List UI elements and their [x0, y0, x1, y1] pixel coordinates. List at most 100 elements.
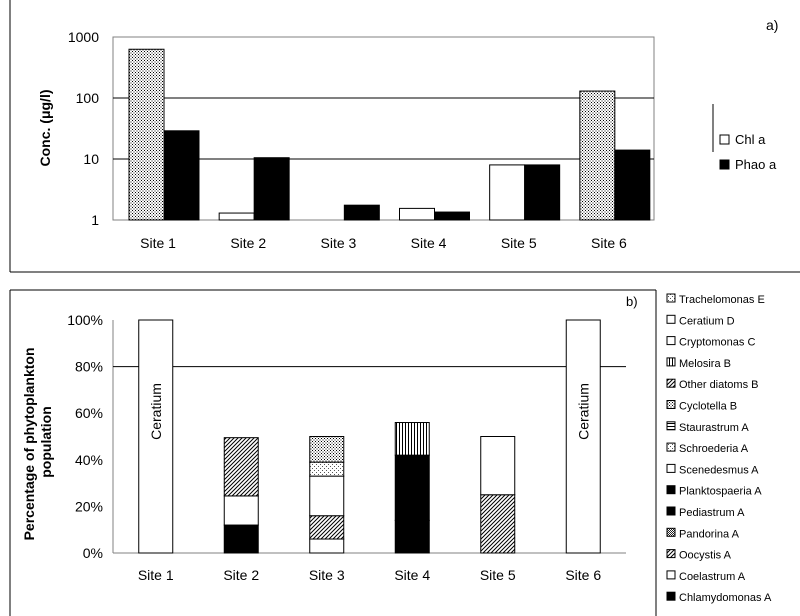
legend-label-cryptomonas-c: Cryptomonas C	[679, 337, 755, 349]
panel-b-label: b)	[626, 294, 638, 309]
panel-b-x-ticks: Site 1 Site 2 Site 3 Site 4 Site 5 Site 6	[138, 567, 602, 583]
legend-swatch-phao-a	[719, 159, 730, 170]
segment-scenedesmus-a-site-3	[309, 475, 345, 517]
legend-swatch-staurastrum-a	[666, 421, 676, 431]
segment-oocystis-a-site-3	[309, 515, 345, 540]
panel-b-y-tick-label: 100%	[67, 312, 103, 328]
panel-a-x-tick-label: Site 4	[411, 235, 447, 251]
panel-a-legend: Chl a Phao a	[712, 104, 777, 172]
panel-a-plot-area	[112, 36, 655, 221]
panel-b-y-ticks: 0% 20% 40% 60% 80% 100%	[67, 312, 103, 561]
panel-b-x-tick-label: Site 3	[309, 567, 345, 583]
bar-label-site-6: Ceratium	[575, 383, 591, 440]
bar-phao-a-site-1	[163, 130, 200, 221]
panel-a-y-axis-label: Conc. (μg/l)	[37, 90, 53, 167]
legend-swatch-schroederia-a	[666, 442, 676, 452]
panel-b-y-tick-label: 60%	[75, 405, 103, 421]
bar-chl-a-site-4	[399, 207, 435, 221]
legend-label-scenedesmus-a: Scenedesmus A	[679, 464, 759, 476]
bar-chl-a-site-6	[579, 90, 616, 221]
panel-a-x-ticks: Site 1 Site 2 Site 3 Site 4 Site 5 Site 6	[140, 235, 627, 251]
legend-swatch-planktospaeria-a	[666, 485, 676, 495]
bar-label-site-1: Ceratium	[148, 383, 164, 440]
panel-b-y-tick-label: 40%	[75, 452, 103, 468]
bar-phao-a-site-2	[253, 157, 290, 221]
legend-swatch-chlamydomonas-a	[666, 591, 676, 601]
legend-label-other-diatoms-b: Other diatoms B	[679, 379, 758, 391]
legend-label-oocystis-a: Oocystis A	[679, 550, 732, 562]
panel-a-x-tick-label: Site 3	[321, 235, 357, 251]
segment-chlamydomonas-a-site-2	[223, 524, 259, 554]
panel-a-x-tick-label: Site 6	[591, 235, 627, 251]
panel-b-bars: Ceratium Ceratium	[138, 319, 601, 554]
legend-swatch-scenedesmus-a	[666, 463, 676, 473]
panel-a-y-tick-label: 1000	[68, 29, 99, 45]
legend-label-cyclotella-b: Cyclotella B	[679, 401, 737, 413]
panel-a-x-tick-label: Site 1	[140, 235, 176, 251]
segment-scenedesmus-a-site-5	[480, 436, 516, 496]
bar-chl-a-site-2	[218, 212, 255, 221]
panel-a-x-tick-label: Site 2	[230, 235, 266, 251]
panel-b-y-axis-label: Percentage of phytoplankton population	[21, 344, 54, 541]
panel-b-y-axis-label-line1: Percentage of phytoplankton	[21, 347, 37, 540]
bar-chl-a-site-5	[489, 164, 526, 221]
segment-melosira-b-site-4	[394, 422, 430, 456]
panel-b: b) Percentage of phytoplankton populatio…	[9, 289, 772, 616]
legend-label-planktospaeria-a: Planktospaeria A	[679, 486, 762, 498]
legend-swatch-chl-a	[719, 134, 730, 145]
legend-label-schroederia-a: Schroederia A	[679, 443, 749, 455]
legend-swatch-pediastrum-a	[666, 506, 676, 516]
panel-a-y-tick-label: 100	[76, 90, 100, 106]
bar-phao-a-site-3	[343, 204, 380, 221]
panel-b-x-tick-label: Site 4	[394, 567, 430, 583]
legend-label-pediastrum-a: Pediastrum A	[679, 507, 745, 519]
legend-label-coelastrum-a: Coelastrum A	[679, 571, 746, 583]
panel-b-y-tick-label: 80%	[75, 359, 103, 375]
legend-label-staurastrum-a: Staurastrum A	[679, 422, 749, 434]
legend-label-melosira-b: Melosira B	[679, 358, 731, 370]
segment-chlamydomonas-a-site-4	[394, 519, 430, 554]
legend-swatch-coelastrum-a	[666, 570, 676, 580]
panel-a-gridlines	[113, 97, 654, 160]
legend-swatch-oocystis-a	[666, 549, 676, 559]
bar-phao-a-site-6	[614, 149, 651, 221]
segment-planktospaeria-a-site-4	[394, 454, 430, 521]
legend-label-chl-a: Chl a	[735, 132, 766, 147]
segment-ceratium-d-site-1	[138, 319, 174, 554]
segment-schroederia-a-site-3	[309, 461, 345, 477]
panel-b-x-tick-label: Site 1	[138, 567, 174, 583]
legend-label-phao-a: Phao a	[735, 157, 777, 172]
panel-b-y-tick-label: 20%	[75, 498, 103, 514]
segment-coelastrum-a-site-3	[309, 538, 345, 554]
legend-swatch-trachelomonas-e	[666, 293, 676, 303]
legend-swatch-pandorina-a	[666, 527, 676, 537]
panel-b-x-tick-label: Site 6	[565, 567, 601, 583]
bar-phao-a-site-4	[434, 211, 470, 221]
bar-chl-a-site-1	[128, 48, 165, 221]
legend-label-trachelomonas-e: Trachelomonas E	[679, 294, 765, 306]
legend-swatch-melosira-b	[666, 357, 676, 367]
panel-b-x-tick-label: Site 2	[223, 567, 259, 583]
panel-a-y-ticks: 1 10 100 1000	[68, 29, 99, 228]
legend-swatch-cryptomonas-c	[666, 336, 676, 346]
panel-a-label: a)	[766, 17, 778, 33]
panel-b-x-tick-label: Site 5	[480, 567, 516, 583]
segment-other-diatoms-b-site-2	[223, 437, 259, 497]
segment-cyclotella-b-site-3	[309, 436, 345, 463]
legend-label-pandorina-a: Pandorina A	[679, 528, 740, 540]
legend-swatch-cyclotella-b	[666, 400, 676, 409]
panel-a-y-tick-label: 10	[83, 151, 99, 167]
panel-b-y-tick-label: 0%	[83, 545, 103, 561]
legend-label-chlamydomonas-a: Chlamydomonas A	[679, 592, 772, 604]
panel-b-y-axis-label-line2: population	[38, 406, 54, 478]
bar-phao-a-site-5	[524, 164, 561, 221]
panel-a-bars	[128, 48, 651, 221]
panel-a-x-tick-label: Site 5	[501, 235, 537, 251]
segment-oocystis-a-site-5	[480, 494, 516, 554]
legend-label-ceratium-d: Ceratium D	[679, 315, 735, 327]
segment-ceratium-d-site-6	[565, 319, 601, 554]
panel-b-legend: Trachelomonas E Ceratium D Cryptomonas C Me…	[666, 293, 772, 604]
segment-coelastrum-a-site-2	[223, 495, 259, 526]
